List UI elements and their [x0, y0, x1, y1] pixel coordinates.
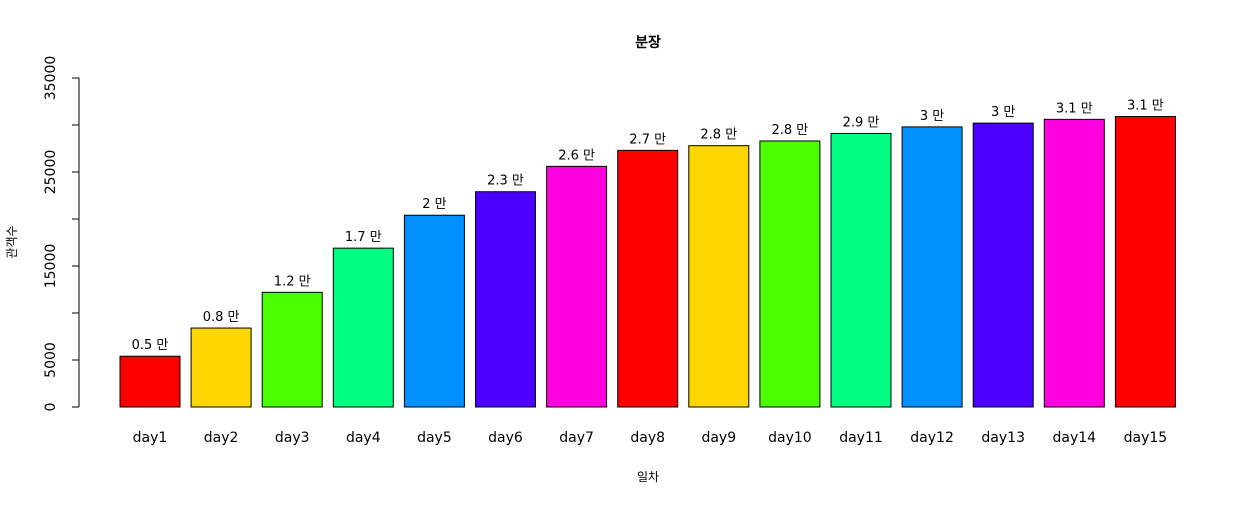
bar-day9: [688, 145, 750, 408]
data-label-day14: 3.1 만: [1056, 101, 1093, 116]
category-label-day4: day4: [346, 430, 381, 446]
bar-day2: [190, 327, 252, 408]
data-label-day2: 0.8 만: [203, 310, 240, 325]
category-label-day5: day5: [417, 430, 452, 446]
y-tick-label: 25000: [43, 150, 59, 195]
bar-day12: [901, 126, 963, 408]
data-label-day3: 1.2 만: [274, 274, 311, 289]
data-label-day6: 2.3 만: [487, 174, 524, 189]
bar-day4: [332, 247, 394, 408]
category-labels: day1 day2 day3 day4 day5 day6 day7 day8 day9 day1…: [133, 430, 1168, 446]
bars: [119, 116, 1176, 408]
bar-day1: [119, 355, 181, 408]
data-label-day10: 2.8 만: [772, 123, 809, 138]
data-label-day5: 2 만: [422, 197, 446, 212]
data-label-day8: 2.7 만: [629, 132, 666, 147]
data-label-day7: 2.6 만: [558, 148, 595, 163]
data-label-day11: 2.9 만: [843, 115, 880, 130]
y-axis: 0 5000 15000 25000 35000: [43, 56, 80, 412]
bar-day6: [475, 191, 536, 408]
data-label-day15: 3.1 만: [1127, 99, 1164, 114]
bar-day15: [1114, 116, 1176, 408]
category-label-day7: day7: [559, 430, 594, 446]
bar-day8: [617, 149, 679, 408]
bar-day11: [830, 132, 892, 408]
data-labels: 0.5 만 0.8 만 1.2 만 1.7 만 2 만 2.3 만 2.6 만 2.7 만 2.…: [132, 99, 1164, 354]
chart-title: 분장: [635, 34, 661, 51]
category-label-day15: day15: [1124, 430, 1168, 446]
data-label-day1: 0.5 만: [132, 338, 169, 353]
data-label-day9: 2.8 만: [700, 128, 737, 143]
y-tick-label: 0: [43, 403, 59, 412]
bar-day10: [759, 140, 821, 408]
x-axis-label: 일차: [637, 470, 659, 484]
category-label-day12: day12: [910, 430, 954, 446]
bar-day14: [1043, 118, 1105, 408]
bar-day3: [261, 291, 323, 408]
category-label-day10: day10: [768, 430, 812, 446]
category-label-day2: day2: [204, 430, 239, 446]
category-label-day6: day6: [488, 430, 523, 446]
y-tick-label: 5000: [43, 342, 59, 378]
bar-day7: [546, 165, 608, 408]
y-tick-label: 35000: [43, 56, 59, 101]
category-label-day9: day9: [701, 430, 736, 446]
category-label-day11: day11: [839, 430, 883, 446]
category-label-day8: day8: [630, 430, 665, 446]
y-axis-label: 관객수: [5, 225, 19, 258]
data-label-day12: 3 만: [920, 109, 944, 124]
bar-day5: [403, 214, 465, 408]
category-label-day1: day1: [133, 430, 168, 446]
data-label-day4: 1.7 만: [345, 230, 382, 245]
category-label-day13: day13: [981, 430, 1025, 446]
bar-day13: [972, 122, 1034, 408]
category-label-day14: day14: [1053, 430, 1097, 446]
category-label-day3: day3: [275, 430, 310, 446]
y-tick-label: 15000: [43, 244, 59, 289]
data-label-day13: 3 만: [991, 105, 1015, 120]
